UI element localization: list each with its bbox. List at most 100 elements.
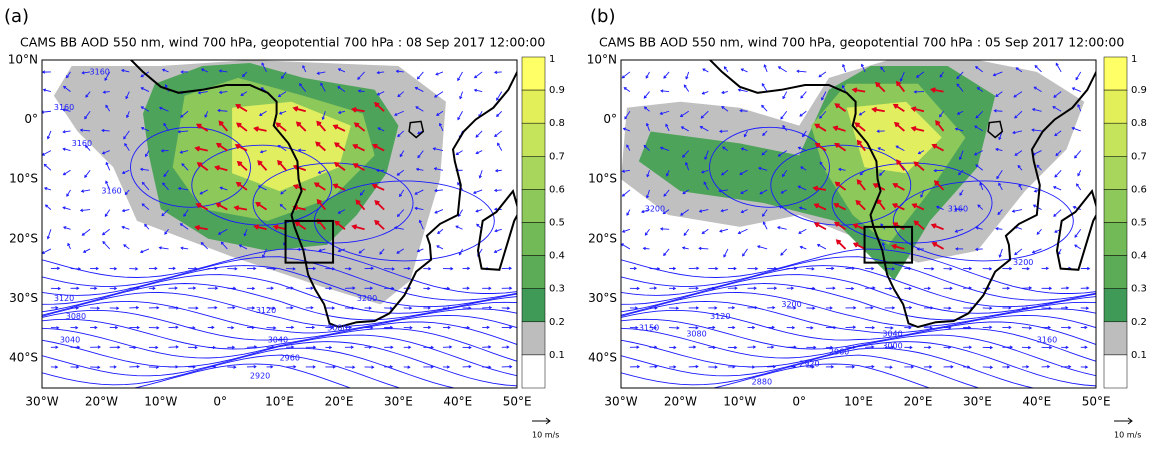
lat-tick-label: 40°S — [9, 351, 38, 365]
colorbar-bin — [522, 355, 545, 388]
contour-label: 2960 — [280, 354, 300, 363]
lat-tick-label: 40°S — [588, 351, 617, 365]
colorbar-tick-label: 0.4 — [549, 251, 565, 262]
lat-tick-label: 10°S — [9, 172, 38, 186]
colorbar-bin — [1104, 322, 1127, 355]
colorbar-tick-label: 0.3 — [1131, 284, 1147, 295]
contour-label: 2920 — [799, 359, 819, 368]
colorbar-bin — [522, 57, 545, 90]
lon-tick-label: 30°W — [604, 395, 637, 409]
colorbar-bin — [1104, 57, 1127, 90]
contour-label: 3150 — [639, 324, 659, 333]
colorbar-bin — [1104, 289, 1127, 322]
panel-label: (a) — [4, 6, 29, 27]
wind-scale-label: 10 m/s — [1114, 431, 1141, 440]
colorbar-tick-label: 0.7 — [1131, 151, 1147, 162]
lat-tick-label: 10°N — [8, 53, 38, 67]
contour-label: 3120 — [256, 306, 276, 315]
contour-label: 3080 — [66, 312, 86, 321]
lon-tick-label: 20°W — [85, 395, 118, 409]
colorbar-bin — [1104, 90, 1127, 123]
contour-label: 3160 — [101, 187, 121, 196]
map: 3200 3160 3200 3150 3120 3080 3040 3000 2960 2920… — [621, 48, 1102, 406]
colorbar-tick-label: 0.6 — [1131, 184, 1147, 195]
lon-tick-label: 40°E — [443, 395, 472, 409]
lat-tick-label: 20°S — [588, 231, 617, 245]
contour-label: 3000 — [882, 342, 902, 351]
colorbar-bin — [522, 90, 545, 123]
colorbar-bin — [1104, 189, 1127, 222]
lon-tick-label: 10°W — [723, 395, 756, 409]
lat-tick-label: 30°S — [9, 291, 38, 305]
colorbar-tick-label: 1 — [1131, 54, 1137, 65]
colorbar-bin — [522, 322, 545, 355]
colorbar-tick-label: 0.8 — [1131, 118, 1147, 129]
colorbar-bin — [1104, 355, 1127, 388]
colorbar-tick-label: 0.6 — [549, 184, 565, 195]
contour-label: 3040 — [882, 330, 902, 339]
lon-tick-label: 50°E — [503, 395, 532, 409]
contour-label: 3120 — [710, 312, 730, 321]
colorbar-tick-label: 0.9 — [549, 85, 565, 96]
lon-tick-label: 40°E — [1022, 395, 1051, 409]
contour-label: 3040 — [268, 336, 288, 345]
colorbar-bin — [522, 223, 545, 256]
contour-label: 2920 — [250, 371, 270, 380]
panel-title: CAMS BB AOD 550 nm, wind 700 hPa, geopot… — [599, 35, 1124, 50]
colorbar-tick-label: 0.8 — [549, 118, 565, 129]
panel: (b) CAMS BB AOD 550 nm, wind 700 hPa, geo… — [587, 6, 1147, 440]
contour-label: 3120 — [54, 294, 74, 303]
colorbar-tick-label: 0.5 — [1131, 218, 1147, 229]
lon-tick-label: 50°E — [1082, 395, 1111, 409]
contour-label: 3160 — [72, 139, 92, 148]
colorbar-tick-label: 0.2 — [549, 317, 565, 328]
lon-tick-label: 0° — [213, 395, 227, 409]
colorbar-tick-label: 0.2 — [1131, 317, 1147, 328]
colorbar-bin — [522, 156, 545, 189]
colorbar-bin — [1104, 123, 1127, 156]
colorbar-bin — [522, 123, 545, 156]
lon-tick-label: 20°E — [325, 395, 354, 409]
lat-tick-label: 10°N — [587, 53, 617, 67]
colorbar-tick-label: 0.1 — [1131, 350, 1147, 361]
colorbar-tick-label: 0.1 — [549, 350, 565, 361]
lon-tick-label: 30°W — [25, 395, 58, 409]
contour-label: 3200 — [1013, 258, 1033, 267]
contour-label: 3160 — [54, 103, 74, 112]
lat-tick-label: 0° — [24, 112, 38, 126]
lat-tick-label: 0° — [603, 112, 617, 126]
contour-label: 2960 — [829, 348, 849, 357]
contour-label: 3200 — [357, 294, 377, 303]
contour-label: 3160 — [90, 67, 110, 76]
colorbar-tick-label: 1 — [549, 54, 555, 65]
contour-label: 3160 — [1037, 336, 1057, 345]
contour-label: 3040 — [60, 336, 80, 345]
contour-label: 3080 — [327, 324, 347, 333]
contour-label: 3160 — [948, 205, 968, 214]
colorbar-tick-label: 0.3 — [549, 284, 565, 295]
colorbar-bin — [522, 256, 545, 289]
lon-tick-label: 30°E — [384, 395, 413, 409]
colorbar-tick-label: 0.5 — [549, 218, 565, 229]
lon-tick-label: 0° — [792, 395, 806, 409]
contour-label: 3080 — [686, 330, 706, 339]
lon-tick-label: 20°E — [904, 395, 933, 409]
lat-tick-label: 30°S — [588, 291, 617, 305]
colorbar-bin — [1104, 156, 1127, 189]
map: 3160 3160 3160 3160 3120 3080 3040 3120 3080 3040… — [41, 48, 523, 406]
panel-label: (b) — [590, 6, 615, 27]
lat-tick-label: 10°S — [588, 172, 617, 186]
colorbar-tick-label: 0.7 — [549, 151, 565, 162]
lon-tick-label: 30°E — [963, 395, 992, 409]
panel: (a) CAMS BB AOD 550 nm, wind 700 hPa, geo… — [4, 6, 565, 440]
colorbar-bin — [1104, 223, 1127, 256]
panel-title: CAMS BB AOD 550 nm, wind 700 hPa, geopot… — [20, 35, 545, 50]
contour-label: 3200 — [645, 205, 665, 214]
lon-tick-label: 10°E — [844, 395, 873, 409]
lat-tick-label: 20°S — [9, 231, 38, 245]
colorbar-tick-label: 0.4 — [1131, 251, 1147, 262]
wind-scale-label: 10 m/s — [532, 431, 559, 440]
colorbar-bin — [522, 289, 545, 322]
contour-label: 2880 — [752, 377, 772, 386]
